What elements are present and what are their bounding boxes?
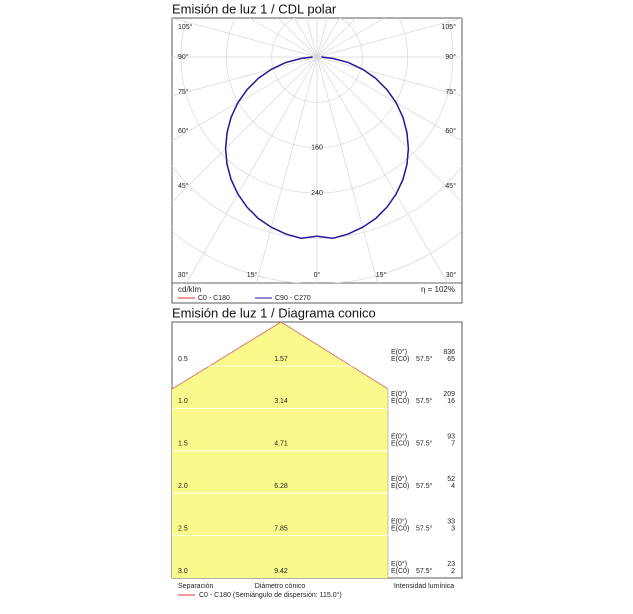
polar-curve <box>224 56 318 240</box>
e0: 93 <box>447 434 455 441</box>
e0: 836 <box>443 349 455 356</box>
angle-label: 75° <box>445 88 456 96</box>
cone-area <box>172 322 388 578</box>
radial-line <box>316 56 462 142</box>
angle-label: 45° <box>178 182 189 190</box>
radial-line <box>316 56 462 97</box>
e0: 23 <box>447 561 455 568</box>
angle-label: 0° <box>314 271 321 279</box>
radial-line <box>316 18 462 58</box>
ec0-label: E(C0) <box>391 441 409 448</box>
e0-label: E(0°) <box>391 517 407 525</box>
e0-label: E(0°) <box>391 390 407 398</box>
unit-label: cd/klm <box>178 285 201 294</box>
separation: 1.5 <box>178 441 188 448</box>
angle-label: 45° <box>445 182 456 190</box>
ec0-label: E(C0) <box>391 356 409 363</box>
radial-line <box>172 56 318 142</box>
separation: 2.5 <box>178 525 188 532</box>
polar-curves <box>224 56 410 240</box>
ring-label: 160 <box>311 145 323 152</box>
footer-label: Separación <box>178 583 214 590</box>
separation: 3.0 <box>178 568 188 575</box>
angle-label: 60° <box>178 127 189 135</box>
cone-title: Emisión de luz 1 / Diagrama conico <box>172 305 376 320</box>
angle-label: 30° <box>446 271 457 279</box>
ec0-label: E(C0) <box>391 398 409 405</box>
ec0: 4 <box>451 483 455 490</box>
e0: 52 <box>447 476 455 483</box>
radial-line <box>172 56 318 97</box>
radial-line <box>316 56 378 283</box>
angle-label: 15° <box>247 271 258 279</box>
radial-line <box>186 56 318 283</box>
diameter: 6.28 <box>274 483 288 490</box>
ring <box>271 18 363 103</box>
legend-label: C90 - C270 <box>275 295 311 302</box>
efficiency: η = 102% <box>421 285 455 294</box>
separation: 1.0 <box>178 398 188 405</box>
radial-line <box>172 56 318 203</box>
radial-line <box>172 18 318 58</box>
diameter: 9.42 <box>274 568 288 575</box>
e0-label: E(0°) <box>391 475 407 483</box>
e0: 209 <box>443 391 455 398</box>
ring <box>225 18 409 149</box>
polar-labels: 160 240 105° 105° 90° 90° 75° 75° 60° 60° 45° 45° 30… <box>178 23 457 302</box>
footer-label: Intensidad lumínica <box>394 583 454 590</box>
cone-edge <box>171 321 389 390</box>
e0: 33 <box>447 518 455 525</box>
angle-label: 105° <box>442 23 457 31</box>
separation: 2.0 <box>178 483 188 490</box>
angle: 57.5° <box>416 524 433 532</box>
angle-label: 105° <box>178 23 193 31</box>
ec0-label: E(C0) <box>391 568 409 575</box>
e0-label: E(0°) <box>391 433 407 441</box>
polar-curve <box>316 56 410 240</box>
polar-grid <box>172 18 462 283</box>
separation: 0.5 <box>178 356 188 363</box>
angle-label: 15° <box>376 271 387 279</box>
angle: 57.5° <box>416 440 433 448</box>
angle-label: 90° <box>445 53 456 61</box>
ec0: 65 <box>447 356 455 363</box>
radial-line <box>256 56 318 283</box>
legend-label: C0 - C180 (Semiángulo de dispersión: 115… <box>199 591 342 599</box>
footer-label: Diámetro cónico <box>255 583 306 590</box>
angle-label: 75° <box>178 88 189 96</box>
radial-line <box>316 56 462 203</box>
angle-label: 30° <box>178 271 189 279</box>
e0-label: E(0°) <box>391 348 407 356</box>
ec0-label: E(C0) <box>391 525 409 532</box>
angle-label: 60° <box>445 127 456 135</box>
angle: 57.5° <box>416 482 433 490</box>
ring <box>180 18 454 194</box>
e0-label: E(0°) <box>391 560 407 568</box>
ring <box>172 165 462 239</box>
angle-label: 90° <box>178 53 189 61</box>
ec0: 2 <box>451 568 455 575</box>
diameter: 4.71 <box>274 441 288 448</box>
ec0: 7 <box>451 441 455 448</box>
diameter: 7.85 <box>274 525 288 532</box>
ec0: 3 <box>451 525 455 532</box>
ec0-label: E(C0) <box>391 483 409 490</box>
angle: 57.5° <box>416 355 433 363</box>
ring-label: 240 <box>311 190 323 197</box>
legend-label: C0 - C180 <box>198 295 230 302</box>
diameter: 3.14 <box>274 398 288 405</box>
diameter: 1.57 <box>274 356 288 363</box>
polar-title: Emisión de luz 1 / CDL polar <box>172 1 337 16</box>
radial-line <box>316 56 448 283</box>
angle: 57.5° <box>416 397 433 405</box>
angle: 57.5° <box>416 567 433 575</box>
ec0: 16 <box>447 398 455 405</box>
